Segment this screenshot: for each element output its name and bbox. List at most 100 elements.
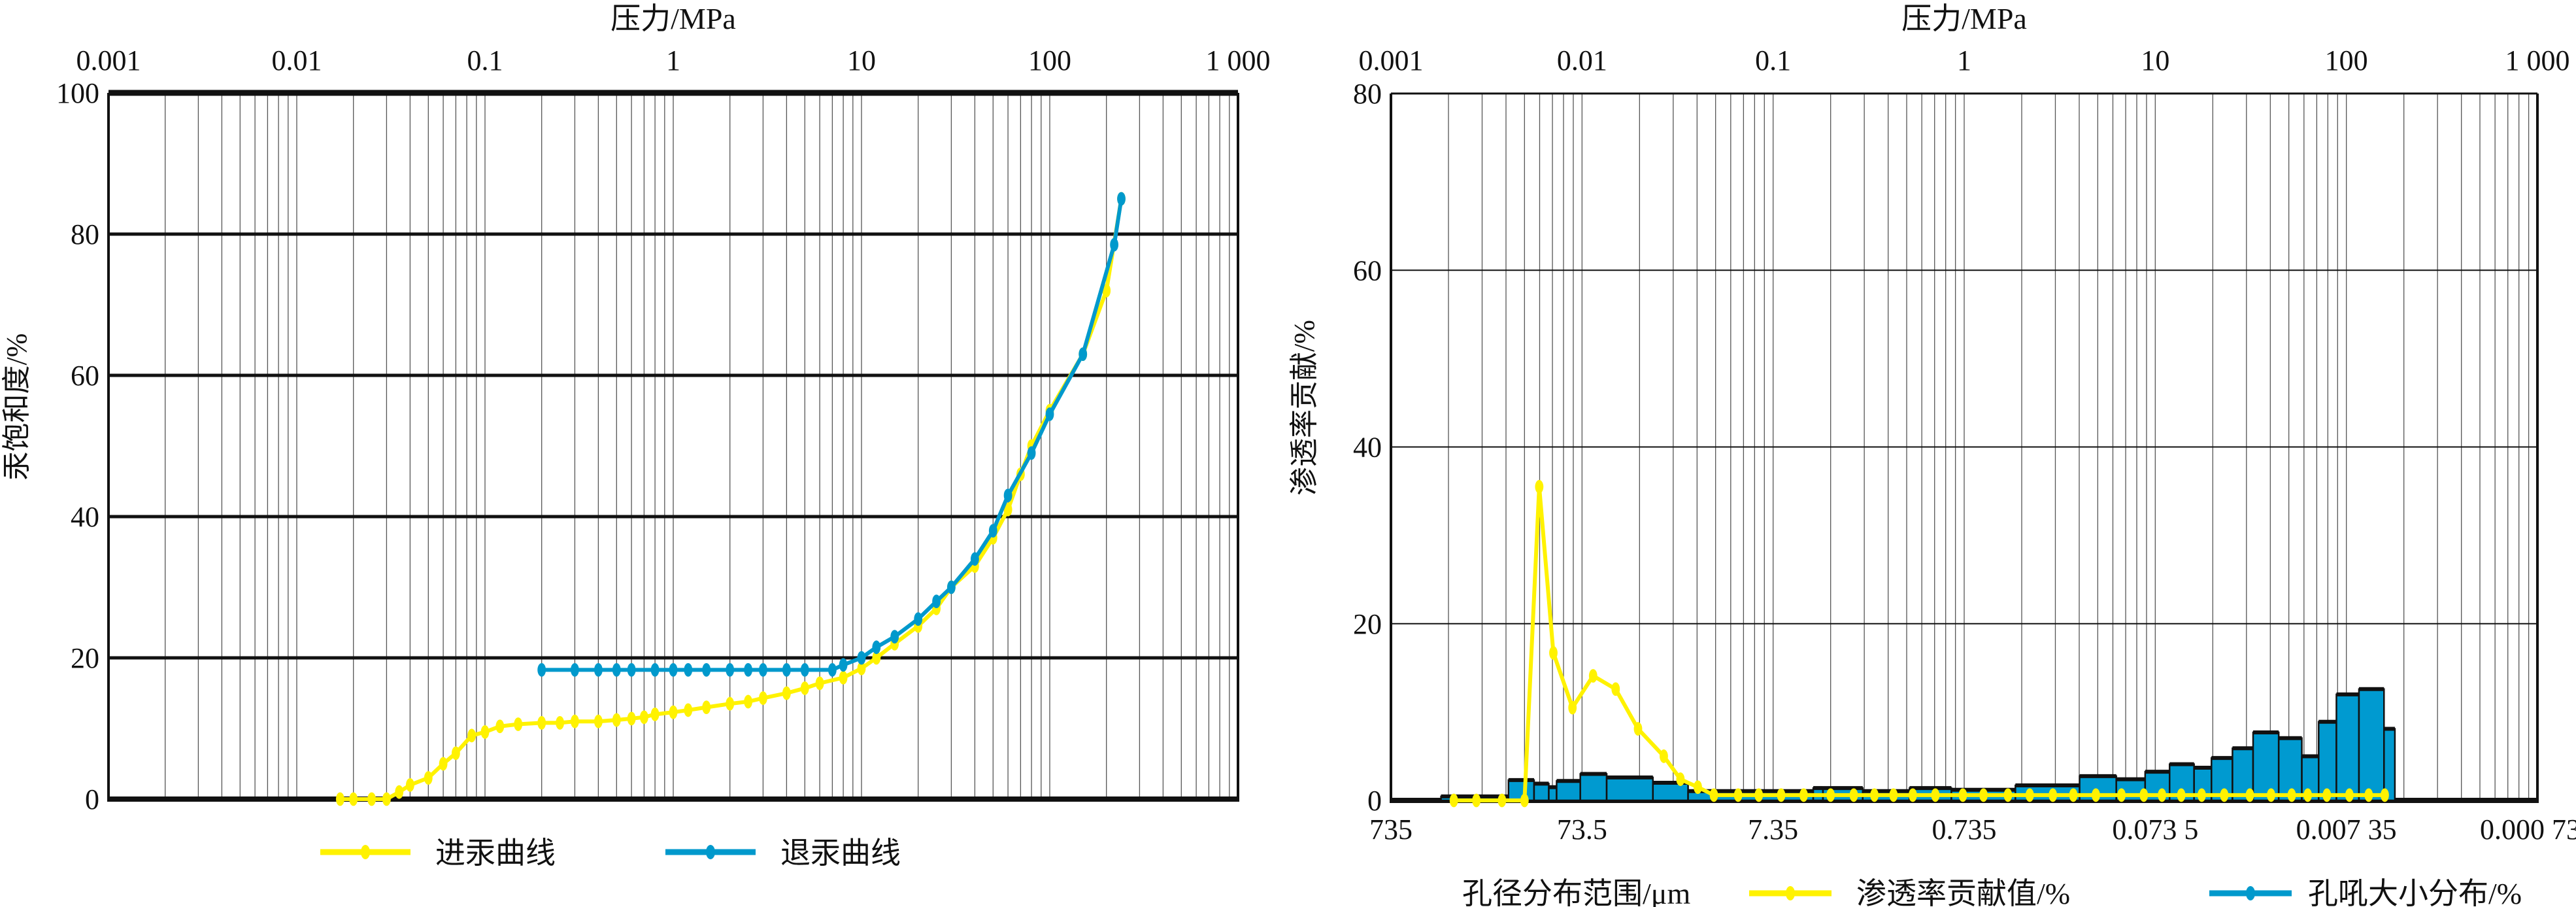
data-point-intrusion [815, 676, 824, 691]
data-point-intrusion [424, 771, 433, 785]
data-point-permeability [1826, 788, 1835, 802]
data-point-intrusion [759, 691, 767, 705]
data-point-retraction [702, 662, 711, 677]
data-point-retraction [1110, 237, 1119, 252]
data-point-permeability [1633, 722, 1643, 736]
data-point-retraction [947, 580, 956, 594]
data-point-retraction [759, 662, 767, 677]
data-point-intrusion [537, 715, 546, 730]
data-point-intrusion [451, 746, 460, 761]
data-point-permeability [1676, 772, 1685, 786]
x-tick-label-bottom: 73.5 [1557, 813, 1607, 846]
x-tick-label-top: 1 000 [2505, 44, 2570, 77]
x-tick-label-top: 0.01 [272, 44, 322, 77]
data-point-permeability [1799, 788, 1808, 802]
data-point-permeability [1870, 788, 1879, 802]
data-point-permeability [1660, 749, 1668, 763]
data-point-retraction [782, 662, 791, 677]
y-axis-title: 汞饱和度/% [1, 334, 33, 481]
data-point-retraction [800, 662, 809, 677]
series-line-intrusion [340, 198, 1124, 801]
data-point-intrusion [726, 696, 735, 711]
data-point-permeability [2220, 788, 2229, 802]
x-tick-label-bottom: 0.007 35 [2296, 813, 2397, 846]
legend-label: 进汞曲线 [435, 836, 556, 870]
legend-label: 孔吼大小分布/% [2308, 877, 2522, 907]
x-tick-label-top: 1 000 [1206, 44, 1271, 77]
data-point-permeability [1931, 788, 1940, 802]
data-point-permeability [1588, 669, 1597, 683]
data-point-intrusion [382, 792, 391, 806]
data-point-permeability [2158, 788, 2166, 802]
data-point-permeability [2245, 788, 2254, 802]
histogram-bar [1579, 773, 1608, 802]
histogram-bar [2358, 688, 2385, 802]
x-axis-title: 压力/MPa [611, 2, 736, 35]
data-point-permeability [2117, 788, 2126, 802]
data-point-permeability [1472, 793, 1481, 808]
data-point-retraction [744, 662, 753, 677]
y-tick-label: 20 [1353, 608, 1382, 640]
x-tick-label-top: 0.001 [76, 44, 141, 77]
data-point-retraction [684, 662, 693, 677]
x-tick-label-top: 0.1 [1755, 44, 1791, 77]
data-point-retraction [828, 662, 837, 677]
y-axis-title: 渗透率贡献/% [1288, 320, 1320, 496]
y-tick-label: 40 [71, 501, 99, 533]
y-tick-label: 80 [1353, 78, 1382, 110]
data-point-intrusion [480, 725, 490, 739]
data-point-permeability [1958, 788, 1967, 802]
data-point-retraction [726, 662, 735, 677]
data-point-permeability [1568, 700, 1577, 715]
data-point-retraction [1003, 488, 1012, 502]
y-tick-label: 0 [1367, 785, 1382, 817]
data-point-permeability [2287, 788, 2296, 802]
data-point-permeability [2197, 788, 2206, 802]
data-point-intrusion [495, 719, 505, 734]
data-point-retraction [571, 662, 579, 677]
data-point-retraction [914, 612, 923, 626]
data-point-permeability [1733, 788, 1743, 802]
data-point-retraction [890, 630, 899, 643]
data-point-retraction [932, 594, 941, 608]
data-point-retraction [1117, 192, 1126, 206]
data-point-retraction [594, 662, 603, 677]
data-point-retraction [650, 662, 660, 677]
x-tick-label-top: 1 [666, 44, 680, 77]
series-line-retraction [541, 198, 1124, 672]
histogram-bar [1533, 783, 1550, 802]
y-tick-label: 60 [71, 360, 99, 392]
data-point-intrusion [872, 651, 881, 665]
y-tick-label: 0 [85, 783, 99, 815]
x-tick-label-bottom: 735 [1369, 813, 1413, 846]
data-point-permeability [1549, 645, 1558, 660]
y-tick-label: 100 [56, 77, 99, 109]
data-point-intrusion [395, 785, 404, 799]
data-point-intrusion [744, 694, 753, 709]
x-axis-title: 压力/MPa [1901, 2, 2027, 35]
data-point-permeability [2003, 788, 2013, 802]
x-tick-label-top: 0.001 [1359, 44, 1424, 77]
data-point-permeability [1908, 788, 1917, 802]
data-point-retraction [839, 658, 848, 672]
x-tick-label-top: 0.1 [467, 44, 503, 77]
data-point-intrusion [800, 681, 809, 695]
legend-marker [1786, 886, 1795, 900]
data-point-permeability [2322, 788, 2332, 802]
data-point-retraction [669, 662, 678, 677]
data-point-permeability [1889, 788, 1898, 802]
data-point-intrusion [627, 711, 636, 726]
data-point-intrusion [367, 792, 376, 806]
data-point-permeability [1777, 788, 1786, 802]
histogram-bar [1548, 786, 1558, 802]
histogram-bar [1652, 781, 1689, 802]
data-point-permeability [2049, 788, 2058, 802]
legend-marker [2246, 886, 2255, 900]
data-point-retraction [1045, 407, 1054, 421]
data-point-retraction [872, 640, 881, 655]
data-point-permeability [2345, 788, 2354, 802]
x-tick-label-top: 10 [2141, 44, 2169, 77]
data-point-intrusion [571, 714, 579, 728]
data-point-permeability [1535, 479, 1544, 494]
